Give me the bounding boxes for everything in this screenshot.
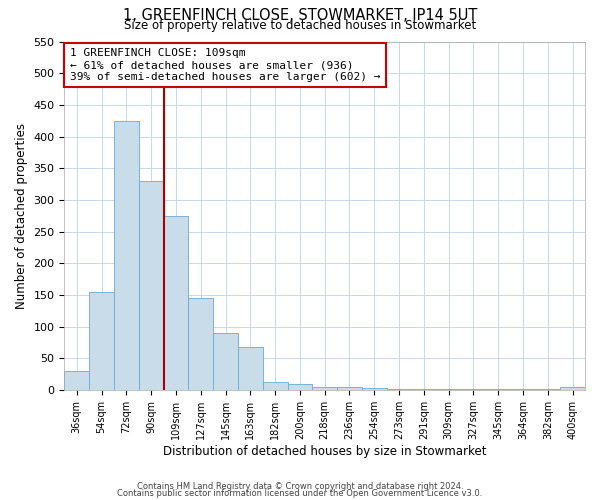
Bar [263, 382, 287, 390]
Bar [560, 388, 585, 390]
Bar [412, 388, 436, 390]
Bar [535, 388, 560, 390]
Bar [139, 181, 164, 390]
Text: Contains HM Land Registry data © Crown copyright and database right 2024.: Contains HM Land Registry data © Crown c… [137, 482, 463, 491]
Bar [337, 388, 362, 390]
Text: 1, GREENFINCH CLOSE, STOWMARKET, IP14 5UT: 1, GREENFINCH CLOSE, STOWMARKET, IP14 5U… [123, 8, 477, 23]
Y-axis label: Number of detached properties: Number of detached properties [15, 122, 28, 308]
Bar [287, 384, 313, 390]
Text: Size of property relative to detached houses in Stowmarket: Size of property relative to detached ho… [124, 19, 476, 32]
Bar [89, 292, 114, 390]
Bar [511, 388, 535, 390]
Bar [436, 388, 461, 390]
Bar [64, 371, 89, 390]
Bar [386, 388, 412, 390]
Bar [461, 388, 486, 390]
Bar [362, 388, 386, 390]
Bar [213, 333, 238, 390]
Bar [238, 348, 263, 390]
Text: Contains public sector information licensed under the Open Government Licence v3: Contains public sector information licen… [118, 488, 482, 498]
Bar [164, 216, 188, 390]
Bar [486, 388, 511, 390]
Bar [188, 298, 213, 390]
X-axis label: Distribution of detached houses by size in Stowmarket: Distribution of detached houses by size … [163, 444, 487, 458]
Text: 1 GREENFINCH CLOSE: 109sqm
← 61% of detached houses are smaller (936)
39% of sem: 1 GREENFINCH CLOSE: 109sqm ← 61% of deta… [70, 48, 380, 82]
Bar [114, 120, 139, 390]
Bar [313, 386, 337, 390]
